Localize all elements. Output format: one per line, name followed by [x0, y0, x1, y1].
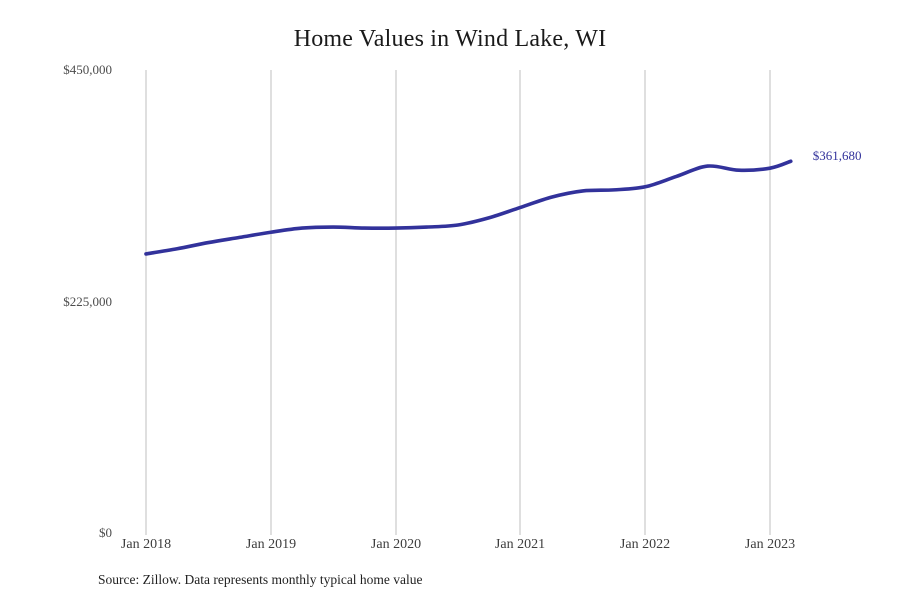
y-axis-tick-450000: $450,000 — [63, 62, 112, 77]
endpoint-value-label: $361,680 — [812, 148, 862, 164]
x-axis-tick-jan-2021: Jan 2021 — [494, 537, 546, 552]
x-axis-tick-jan-2020: Jan 2020 — [370, 537, 422, 552]
x-axis-tick-jan-2023: Jan 2023 — [744, 537, 796, 552]
x-axis-tick-jan-2019: Jan 2019 — [245, 537, 297, 552]
chart-title: Home Values in Wind Lake, WI — [293, 26, 607, 52]
y-axis-tick-0: $0 — [99, 525, 112, 540]
gridlines — [145, 70, 771, 535]
y-axis-tick-225000: $225,000 — [63, 294, 112, 309]
source-note: Source: Zillow. Data represents monthly … — [98, 572, 423, 587]
series-line-typical-home-value — [144, 159, 793, 256]
x-axis-tick-jan-2022: Jan 2022 — [619, 537, 671, 552]
x-axis-tick-jan-2018: Jan 2018 — [120, 537, 172, 552]
